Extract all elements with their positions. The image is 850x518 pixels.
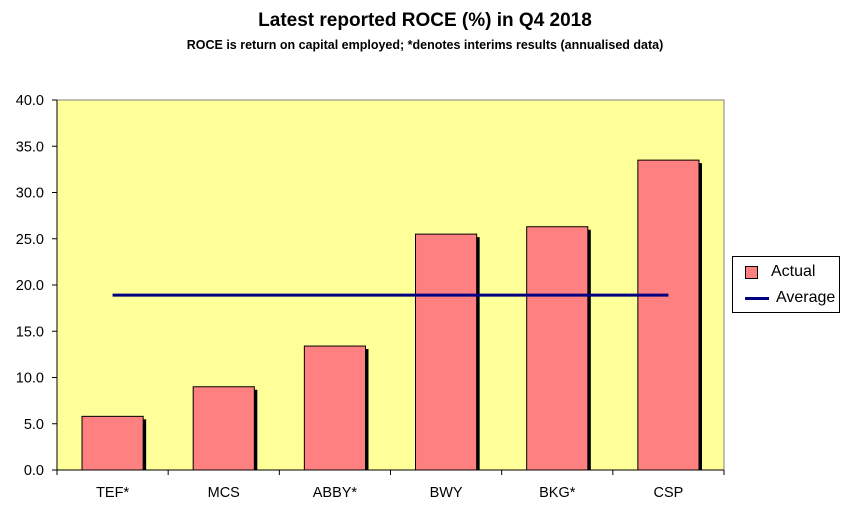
legend-swatch-actual bbox=[745, 265, 758, 279]
chart-subtitle: ROCE is return on capital employed; *den… bbox=[186, 38, 664, 52]
y-tick-label: 5.0 bbox=[24, 417, 44, 433]
legend-label-actual: Actual bbox=[771, 263, 816, 280]
bar bbox=[81, 415, 144, 471]
x-tick-label: CSP bbox=[654, 485, 684, 501]
y-tick-label: 20.0 bbox=[16, 278, 44, 294]
x-tick-label: BKG* bbox=[539, 485, 576, 501]
legend-label-average: Average bbox=[776, 289, 836, 306]
y-tick-label: 25.0 bbox=[16, 232, 44, 248]
x-tick-label: TEF* bbox=[96, 485, 129, 501]
y-tick-label: 0.0 bbox=[24, 463, 44, 479]
bar bbox=[303, 345, 366, 471]
bar bbox=[637, 159, 700, 471]
y-tick-label: 30.0 bbox=[16, 186, 44, 202]
legend-item-actual: Actual bbox=[745, 262, 815, 282]
bar bbox=[415, 233, 478, 471]
y-tick-label: 15.0 bbox=[16, 324, 44, 340]
bar bbox=[526, 226, 589, 471]
chart-title: Latest reported ROCE (%) in Q4 2018 bbox=[258, 10, 592, 31]
x-tick-label: MCS bbox=[208, 485, 240, 501]
x-tick-label: BWY bbox=[430, 485, 463, 501]
bar bbox=[192, 386, 255, 471]
chart-legend: Actual Average bbox=[732, 256, 840, 313]
legend-item-average: Average bbox=[745, 288, 835, 308]
plot-area bbox=[56, 99, 725, 471]
y-tick-label: 35.0 bbox=[16, 139, 44, 155]
x-tick-label: ABBY* bbox=[313, 485, 358, 501]
y-tick-label: 40.0 bbox=[16, 93, 44, 109]
legend-swatch-average bbox=[745, 296, 769, 300]
y-tick-label: 10.0 bbox=[16, 371, 44, 387]
